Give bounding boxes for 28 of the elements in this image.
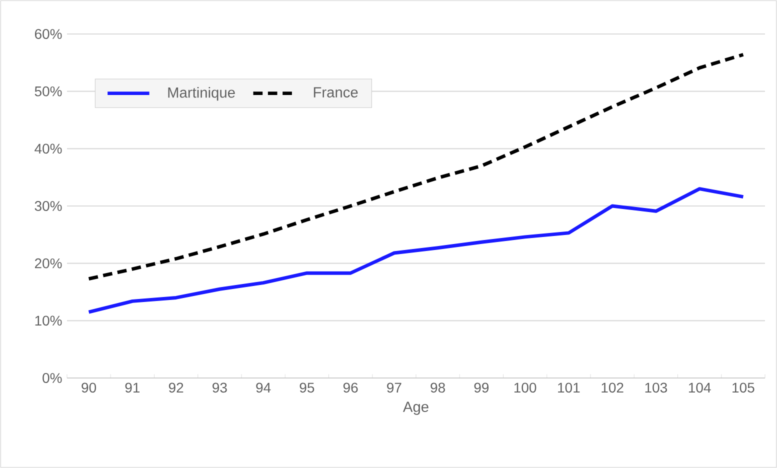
line-series xyxy=(87,52,745,281)
legend-label: France xyxy=(314,87,358,98)
x-tick-label: 94 xyxy=(256,382,271,393)
x-tick-label: 91 xyxy=(125,382,140,393)
x-tick-label: 95 xyxy=(300,382,314,393)
x-tick-label: 103 xyxy=(645,382,668,393)
x-tick-label: 93 xyxy=(212,382,227,393)
x-tick-label: 96 xyxy=(343,382,358,393)
x-tick-label: 105 xyxy=(732,382,754,393)
x-tick-label: 104 xyxy=(688,382,711,393)
x-tick-label: 100 xyxy=(514,382,536,393)
y-tick-label: 60% xyxy=(34,29,62,39)
x-tick-label: 98 xyxy=(430,382,445,393)
y-tick-label: 10% xyxy=(35,316,62,326)
x-tick-label: 97 xyxy=(387,382,402,393)
x-axis-title: Age xyxy=(402,402,428,415)
line-series xyxy=(87,187,745,314)
x-tick-label: 99 xyxy=(474,382,489,393)
legend-label: Martinique xyxy=(168,86,235,101)
x-tick-label: 101 xyxy=(558,382,580,393)
y-tick-label: 20% xyxy=(34,258,62,268)
y-tick-label: 0% xyxy=(42,373,62,383)
y-tick-label: 50% xyxy=(34,86,62,96)
x-tick-label: 90 xyxy=(82,382,96,393)
x-tick-label: 92 xyxy=(168,382,184,393)
y-tick-label: 40% xyxy=(34,144,62,154)
y-tick-label: 30% xyxy=(34,201,62,211)
x-tick-label: 102 xyxy=(602,382,624,393)
